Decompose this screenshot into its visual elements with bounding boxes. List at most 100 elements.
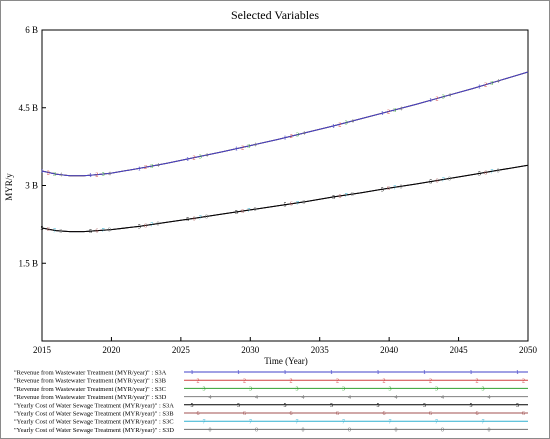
legend-marker: 2 — [522, 378, 525, 384]
series-marker: 5 — [478, 171, 481, 177]
x-tick-label: 2025 — [172, 345, 191, 355]
y-tick-label: 4.5 B — [18, 103, 38, 113]
series-marker: 0 — [399, 184, 402, 190]
series-marker: 4 — [108, 171, 111, 177]
series-marker: 7 — [150, 223, 153, 229]
legend-marker: 2 — [197, 378, 200, 384]
legend-label: "Revenue from Wastewater Treatment (MYR/… — [14, 378, 167, 385]
legend-marker: 3 — [296, 387, 299, 393]
x-tick-label: 2015 — [33, 345, 52, 355]
series-marker: 6 — [95, 229, 98, 235]
legend-marker: 6 — [336, 411, 339, 417]
series-marker: 6 — [47, 227, 50, 233]
y-tick-label: 6 B — [25, 25, 38, 35]
legend-marker: 7 — [203, 419, 206, 425]
legend-marker: 7 — [435, 419, 438, 425]
legend-marker: 0 — [209, 428, 212, 434]
series-marker: 4 — [254, 142, 257, 148]
series-marker: 1 — [41, 169, 44, 175]
x-tick-label: 2020 — [102, 345, 121, 355]
series-marker: 3 — [199, 154, 202, 160]
series-marker: 7 — [442, 178, 445, 184]
x-tick-label: 2045 — [450, 345, 469, 355]
legend-marker: 0 — [441, 428, 444, 434]
series-line — [41, 164, 529, 233]
legend-marker: 2 — [290, 378, 293, 384]
legend-marker: 6 — [429, 411, 432, 417]
legend-marker: 0 — [348, 428, 351, 434]
series-marker: 7 — [199, 215, 202, 221]
series-marker: 6 — [436, 179, 439, 185]
series-marker: 2 — [436, 96, 439, 102]
series-marker: 3 — [442, 95, 445, 101]
y-tick-label: 1.5 B — [18, 258, 38, 268]
x-tick-label: 2030 — [241, 345, 260, 355]
series-marker: 3 — [490, 81, 493, 87]
series-marker: 3 — [102, 172, 105, 178]
legend-marker: 2 — [243, 378, 246, 384]
legend-marker: 2 — [429, 378, 432, 384]
legend-label: "Revenue from Wastewater Treatment (MYR/… — [14, 386, 166, 393]
series-marker: 1 — [235, 147, 238, 153]
legend-label: "Yearly Cost of Water Sewage Treatment (… — [14, 402, 174, 409]
series-line — [41, 71, 529, 177]
series-marker: 1 — [284, 136, 287, 142]
legend-marker: 0 — [255, 428, 258, 434]
series-marker: 2 — [47, 170, 50, 176]
legend-marker: 4 — [209, 395, 212, 401]
series-marker: 2 — [144, 165, 147, 171]
x-tick-label: 2035 — [311, 345, 330, 355]
legend-marker: 6 — [522, 411, 525, 417]
series-marker: 0 — [205, 214, 208, 220]
series-marker: 0 — [448, 176, 451, 182]
series-marker: 7 — [345, 193, 348, 199]
legend-marker: 4 — [441, 395, 444, 401]
series-marker: 1 — [332, 124, 335, 130]
legend-marker: 2 — [383, 378, 386, 384]
series-marker: 2 — [290, 134, 293, 140]
legend-marker: 1 — [423, 370, 426, 376]
legend-marker: 2 — [336, 378, 339, 384]
legend-marker: 1 — [330, 370, 333, 376]
legend-marker: 5 — [470, 403, 473, 409]
legend-marker: 4 — [255, 395, 258, 401]
legend-marker: 7 — [296, 419, 299, 425]
legend-marker: 7 — [389, 419, 392, 425]
series-marker: 4 — [351, 119, 354, 125]
series-marker: 7 — [296, 201, 299, 207]
series-marker: 4 — [59, 173, 62, 179]
series-marker: 1 — [138, 166, 141, 172]
series-marker: 7 — [393, 185, 396, 191]
series-line — [41, 164, 529, 233]
series-marker: 0 — [108, 228, 111, 234]
series-marker: 5 — [89, 229, 92, 235]
legend-marker: 1 — [470, 370, 473, 376]
series-marker: 1 — [478, 84, 481, 90]
chart-title: Selected Variables — [231, 8, 319, 22]
series-marker: 2 — [387, 110, 390, 116]
legend-marker: 6 — [197, 411, 200, 417]
x-tick-label: 2050 — [519, 345, 538, 355]
legend-marker: 7 — [342, 419, 345, 425]
legend-label: "Yearly Cost of Water Sewage Treatment (… — [14, 427, 174, 434]
series-marker: 3 — [150, 164, 153, 170]
series-marker: 2 — [193, 156, 196, 162]
legend-marker: 1 — [191, 370, 194, 376]
series-marker: 6 — [241, 209, 244, 215]
series-line — [41, 71, 529, 177]
series-marker: 4 — [156, 163, 159, 169]
legend-marker: 4 — [395, 395, 398, 401]
y-axis-label: MYR/y — [4, 173, 14, 201]
legend-marker: 5 — [516, 403, 519, 409]
series-marker: 6 — [338, 194, 341, 200]
legend-marker: 6 — [243, 411, 246, 417]
series-marker: 0 — [59, 229, 62, 235]
series-marker: 3 — [345, 121, 348, 127]
series-marker: 0 — [302, 200, 305, 206]
series-marker: 1 — [429, 98, 432, 104]
series-line — [41, 71, 529, 177]
series-marker: 5 — [284, 203, 287, 209]
y-tick-label: 3 B — [25, 181, 38, 191]
